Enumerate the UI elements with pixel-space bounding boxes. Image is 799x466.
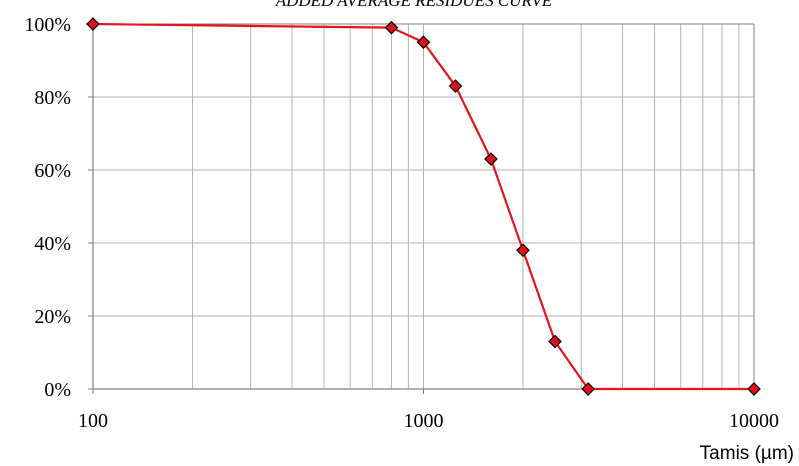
markers-layer [86, 17, 761, 396]
x-tick-label: 1000 [404, 410, 444, 432]
data-point-marker [484, 152, 498, 166]
data-point-marker [516, 243, 530, 258]
tick-labels-layer: 0% 20% 40% 60% 80% 100% 100 1000 10000 [24, 14, 779, 432]
data-point-marker [548, 334, 562, 349]
grid-layer [92, 23, 755, 390]
y-tick-label: 60% [34, 160, 71, 182]
data-point-marker [416, 35, 431, 50]
data-point-marker [581, 382, 596, 396]
y-tick-label: 80% [34, 87, 71, 109]
y-tick-label: 40% [34, 233, 71, 255]
data-point-marker [86, 17, 100, 31]
x-tick-label: 10000 [729, 410, 779, 432]
x-tick-label: 100 [78, 410, 108, 432]
data-point-marker [448, 79, 463, 93]
chart-title: ADDED AVERAGE RESIDUES CURVE [275, 0, 553, 10]
y-tick-label: 0% [44, 379, 71, 401]
y-tick-label: 20% [34, 306, 71, 328]
axes-layer [88, 23, 755, 394]
y-tick-label: 100% [24, 14, 71, 36]
data-point-marker [747, 382, 761, 396]
x-axis-label: Tamis (µm) [700, 443, 794, 464]
data-point-marker [384, 20, 399, 35]
